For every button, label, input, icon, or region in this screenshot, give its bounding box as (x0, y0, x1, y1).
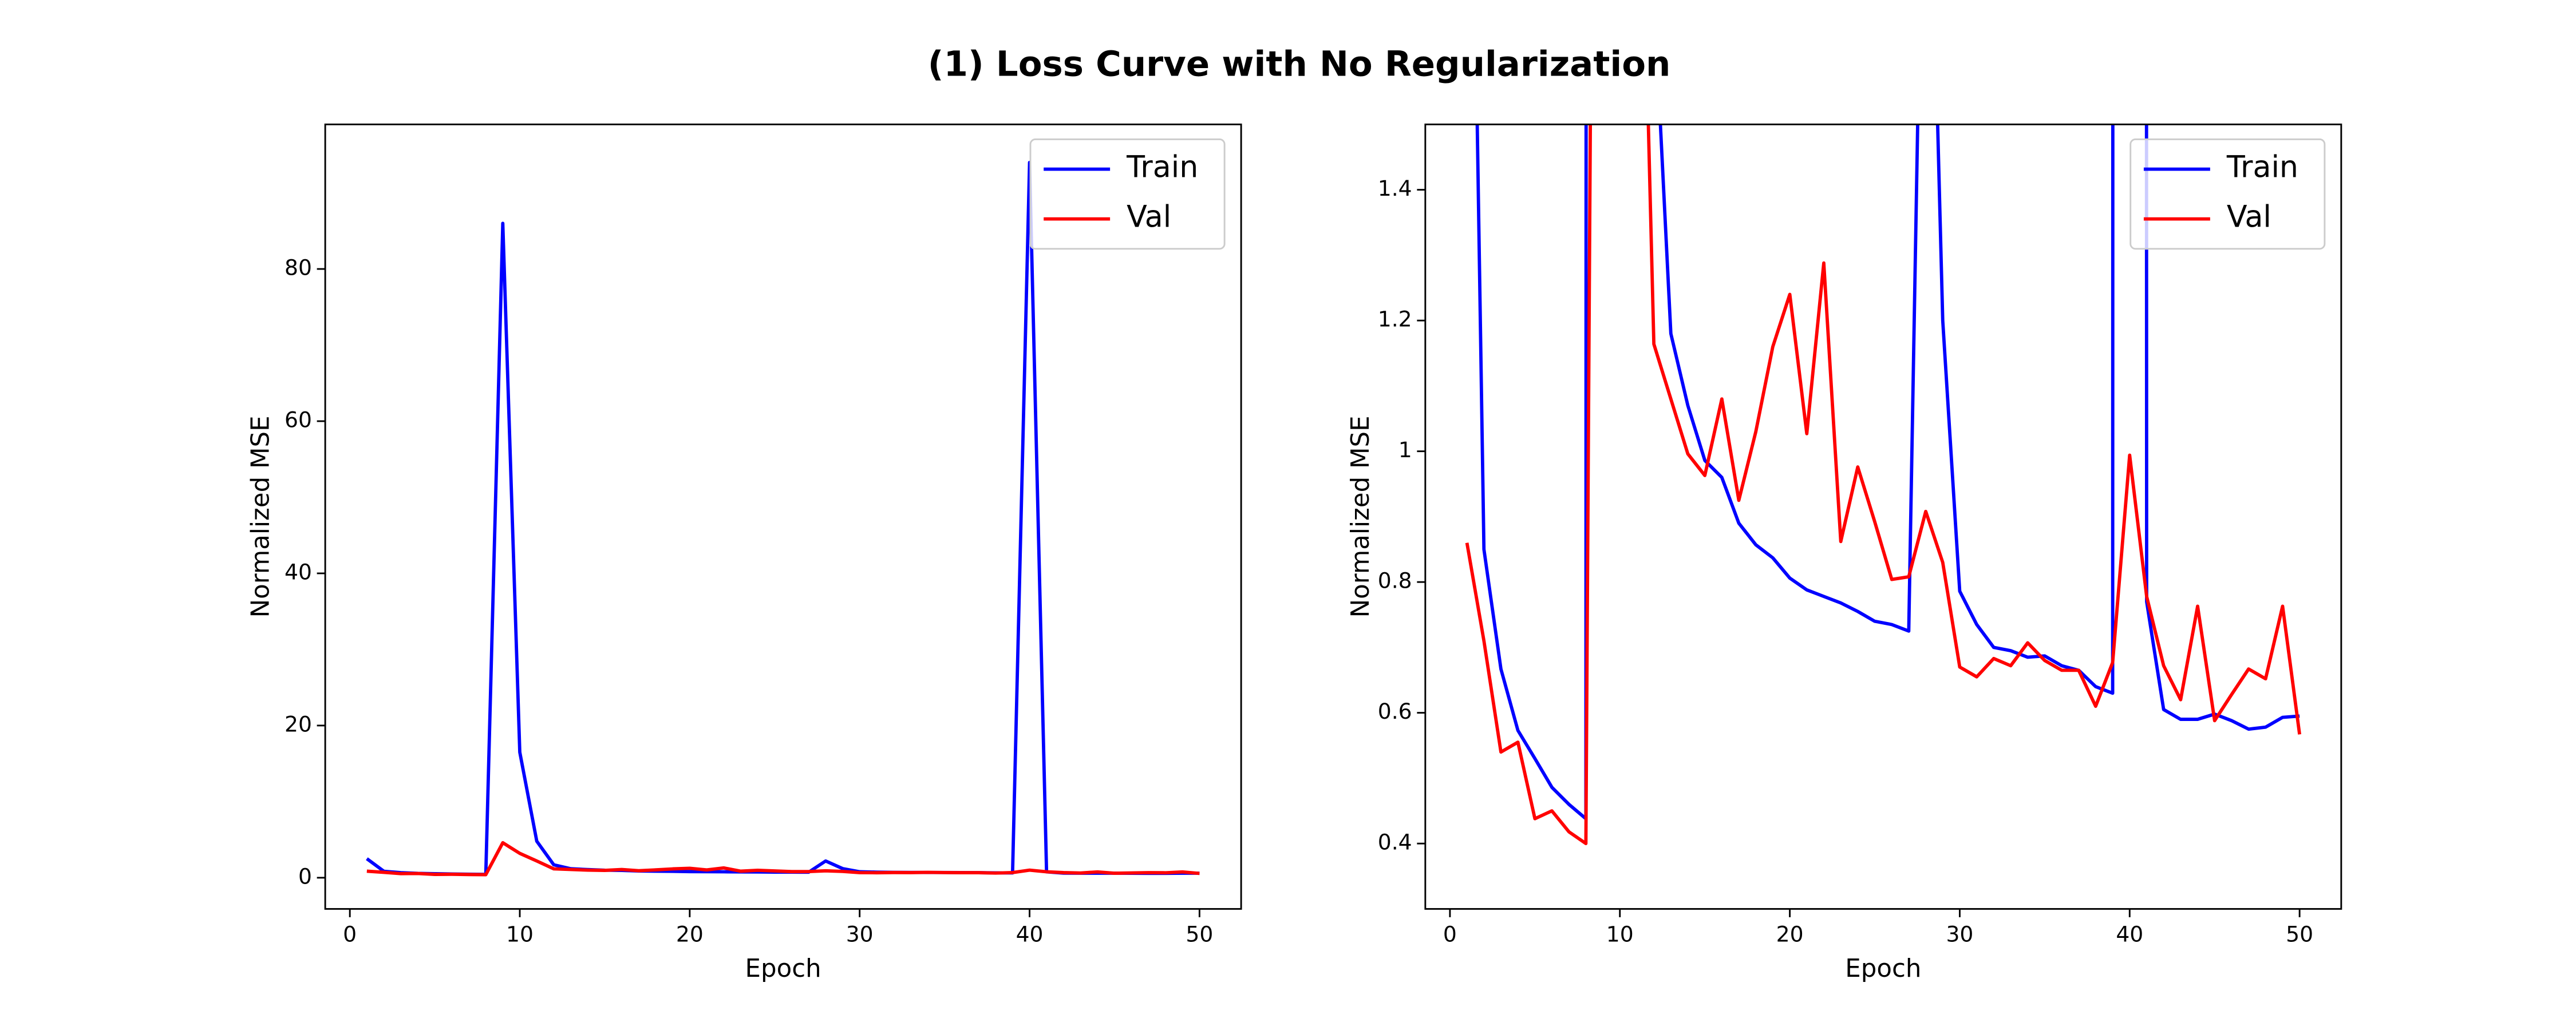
y-tick-label: 1.4 (1378, 176, 1412, 201)
y-tick-label: 40 (285, 559, 312, 584)
x-tick-label: 0 (343, 921, 357, 946)
axes-frame (1424, 123, 2342, 910)
y-tick-label: 20 (285, 711, 312, 736)
y-tick-label: 0.6 (1378, 699, 1412, 724)
lines (366, 160, 1200, 877)
x-axis-label: Epoch (1845, 954, 1921, 983)
series-line (366, 841, 1200, 877)
legend-box (1029, 138, 1226, 250)
series-line (1475, 124, 2300, 821)
y-tick-label: 1 (1398, 437, 1412, 462)
y-tick-label: 0 (298, 863, 312, 889)
y-axis-label: Normalized MSE (246, 415, 275, 617)
series-line (366, 160, 1200, 876)
lines (1465, 124, 2302, 846)
x-tick-label: 10 (1606, 921, 1634, 946)
x-tick-label: 30 (846, 921, 874, 946)
legend-label: Val (1127, 200, 1171, 235)
x-tick-label: 50 (2286, 921, 2313, 946)
legend-box (2129, 138, 2326, 250)
y-tick-label: 0.4 (1378, 830, 1412, 855)
legend-label: Train (2226, 150, 2298, 185)
legend: Train Val (1029, 138, 1226, 250)
x-tick-label: 40 (1016, 921, 1044, 946)
y-tick-label: 60 (285, 407, 312, 433)
x-tick-label: 50 (1186, 921, 1213, 946)
legend-label: Val (2227, 200, 2271, 235)
y-axis-label: Normalized MSE (1346, 415, 1375, 617)
y-tick-label: 0.8 (1378, 568, 1412, 593)
x-tick-label: 20 (1776, 921, 1804, 946)
x-axis-label: Epoch (745, 954, 821, 983)
y-tick-label: 1.2 (1378, 307, 1412, 332)
chart: 0 10 20 30 40 50 0 20 40 60 80 Epoch Normalized MSE T… (246, 123, 1242, 983)
legend-label: Train (1126, 150, 1198, 185)
x-tick-label: 40 (2116, 921, 2143, 946)
chart: 0 10 20 30 40 50 0.4 0.6 0.8 1 1.2 1.4 Epoch Normaliz… (1346, 123, 2342, 983)
x-tick-label: 20 (676, 921, 704, 946)
x-tick-label: 30 (1946, 921, 1973, 946)
x-tick-label: 10 (506, 921, 534, 946)
legend: Train Val (2129, 138, 2326, 250)
axes-frame (324, 123, 1242, 910)
figure-title: (1) Loss Curve with No Regularization (928, 45, 1671, 85)
series-line (1465, 124, 2302, 846)
y-tick-label: 80 (285, 255, 312, 280)
x-tick-label: 0 (1443, 921, 1457, 946)
